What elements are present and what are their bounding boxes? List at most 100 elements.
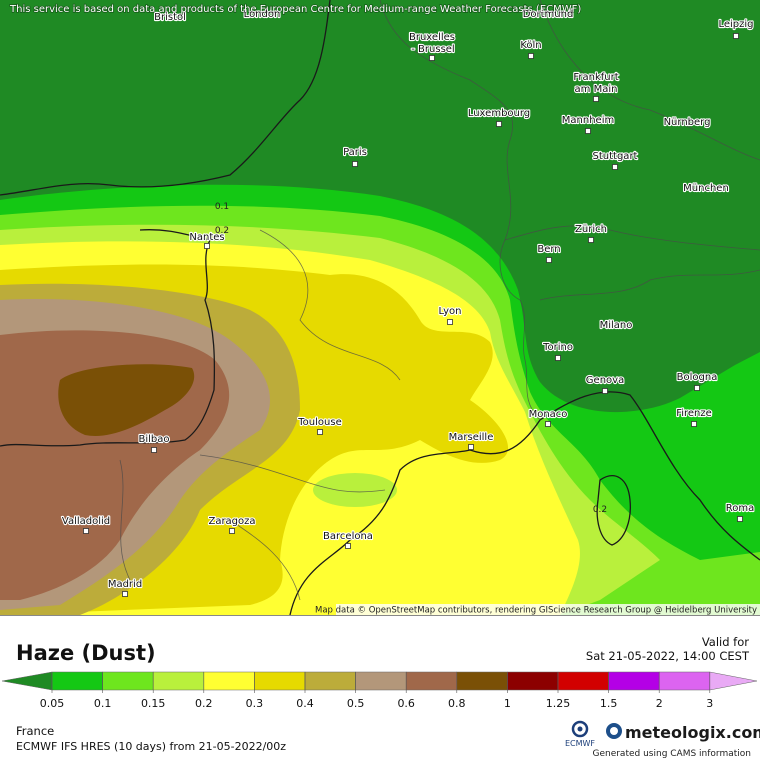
city-marker	[733, 33, 739, 39]
city-label: Bilbao	[138, 434, 169, 445]
legend-swatch	[254, 671, 306, 691]
title: Haze (Dust)	[16, 641, 156, 665]
city-marker	[83, 528, 89, 534]
legend-tick-label: 1.5	[600, 697, 618, 710]
city-marker	[468, 444, 474, 450]
attribution: This service is based on data and produc…	[9, 4, 581, 15]
city-label: - Brussel	[411, 44, 454, 55]
map-credit: Map data © OpenStreetMap contributors, r…	[315, 606, 757, 616]
legend-arrow	[1, 671, 53, 691]
legend-arrow	[709, 671, 758, 691]
legend-tick-label: 0.8	[448, 697, 466, 710]
model-run: ECMWF IFS HRES (10 days) from 21-05-2022…	[16, 740, 286, 753]
city-marker	[546, 257, 552, 263]
city-label: Barcelona	[323, 531, 373, 542]
city-labels: Bristol London Dortmund Leipzig Bruxelles- B…	[61, 8, 755, 597]
legend-tick-label: 0.1	[94, 697, 112, 710]
legend-swatch	[405, 671, 458, 691]
ecmwf-label: ECMWF	[565, 739, 595, 748]
city-marker	[555, 355, 561, 361]
city-label: Leipzig	[718, 19, 753, 30]
legend-tick-label: 0.3	[246, 697, 264, 710]
contour-label: 0.2	[215, 226, 229, 236]
city-label: Stuttgart	[593, 151, 638, 162]
city-marker	[496, 121, 502, 127]
legend-tick-label: 0.6	[397, 697, 415, 710]
map: 0.1 0.2 0.2 Bristol London Dortmund Leipzig…	[0, 0, 760, 616]
legend-tick-label: 0.4	[296, 697, 314, 710]
legend-swatch	[557, 671, 609, 691]
city-marker	[737, 516, 743, 522]
valid-time: Sat 21-05-2022, 14:00 CEST	[586, 649, 750, 663]
legend-swatch	[203, 671, 255, 691]
city-marker	[545, 421, 551, 427]
border	[199, 454, 386, 493]
city-marker	[352, 161, 358, 167]
legend-swatch	[456, 671, 508, 691]
city-marker	[447, 319, 453, 325]
legend-swatch	[304, 671, 356, 691]
legend-swatch	[608, 671, 660, 691]
city-label: Toulouse	[297, 417, 341, 428]
legend-swatch	[152, 671, 205, 691]
city-label: Nürnberg	[664, 117, 711, 128]
legend-swatch	[658, 671, 711, 691]
city-label: Lyon	[438, 306, 461, 317]
border	[379, 0, 541, 421]
coastline	[0, 229, 216, 447]
city-label: Valladolid	[62, 516, 110, 527]
legend-swatch	[355, 671, 407, 691]
brand: meteologix.com	[625, 723, 760, 742]
city-marker	[588, 237, 594, 243]
haze-band	[735, 360, 760, 480]
city-marker	[602, 388, 608, 394]
legend-swatch	[507, 671, 559, 691]
city-label: Firenze	[676, 408, 712, 419]
valid-label: Valid for	[702, 635, 749, 649]
legend-swatch	[51, 671, 103, 691]
coastline	[596, 475, 631, 546]
border	[504, 225, 760, 251]
city-marker	[151, 447, 157, 453]
contour-label: 0.1	[215, 202, 229, 212]
legend-tick-label: 2	[656, 697, 663, 710]
legend-tick-label: 1.25	[546, 697, 571, 710]
city-marker	[345, 543, 351, 549]
city-label: Torino	[542, 342, 573, 353]
cams-note: Generated using CAMS information	[592, 749, 751, 759]
region: France	[16, 724, 54, 738]
city-label: Genova	[586, 375, 624, 386]
city-label: am Main	[575, 84, 618, 95]
city-label: Monaco	[529, 409, 568, 420]
city-marker	[229, 528, 235, 534]
legend-tick-label: 0.15	[141, 697, 166, 710]
city-label: Mannheim	[562, 115, 614, 126]
credit-background	[336, 604, 760, 615]
city-label: Bern	[537, 244, 560, 255]
city-marker	[204, 243, 210, 249]
city-label: München	[683, 183, 729, 194]
city-marker	[528, 53, 534, 59]
city-label: Marseille	[449, 432, 494, 443]
legend-swatch	[102, 671, 154, 691]
ecmwf-logo	[571, 720, 589, 738]
color-legend: 0.05 0.1 0.15 0.2 0.3 0.4 0.5 0.6 0.8 1 1.25 1.5 2 3	[1, 671, 758, 710]
city-label: London	[244, 9, 281, 20]
city-marker	[317, 429, 323, 435]
city-label: Paris	[343, 147, 367, 158]
haze-band	[313, 473, 397, 507]
city-label: Milano	[600, 320, 633, 331]
legend-tick-label: 0.5	[347, 697, 365, 710]
city-label: Bologna	[677, 372, 718, 383]
city-marker	[122, 591, 128, 597]
city-label: Frankfurt	[573, 72, 618, 83]
city-marker	[429, 55, 435, 61]
city-label: Zaragoza	[208, 516, 255, 527]
city-label: Nantes	[189, 232, 224, 243]
border	[539, 269, 760, 301]
border	[539, 0, 760, 161]
legend-tick-label: 0.2	[195, 697, 213, 710]
coastline	[0, 0, 331, 196]
city-marker	[612, 164, 618, 170]
